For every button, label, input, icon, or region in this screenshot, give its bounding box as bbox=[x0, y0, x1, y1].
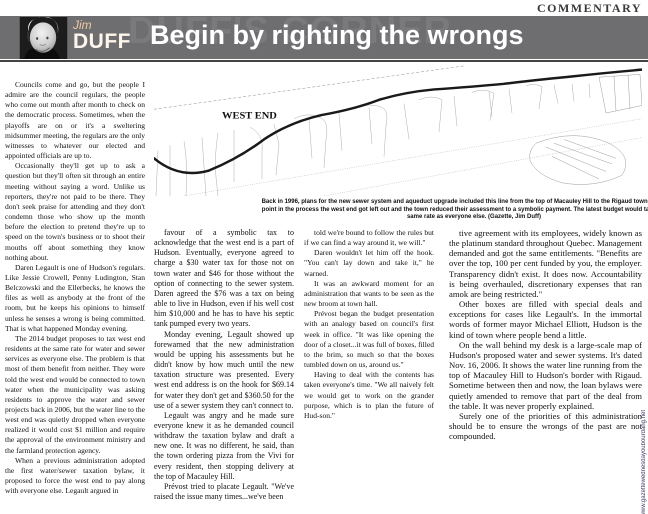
svg-text:WEST END: WEST END bbox=[222, 111, 277, 122]
